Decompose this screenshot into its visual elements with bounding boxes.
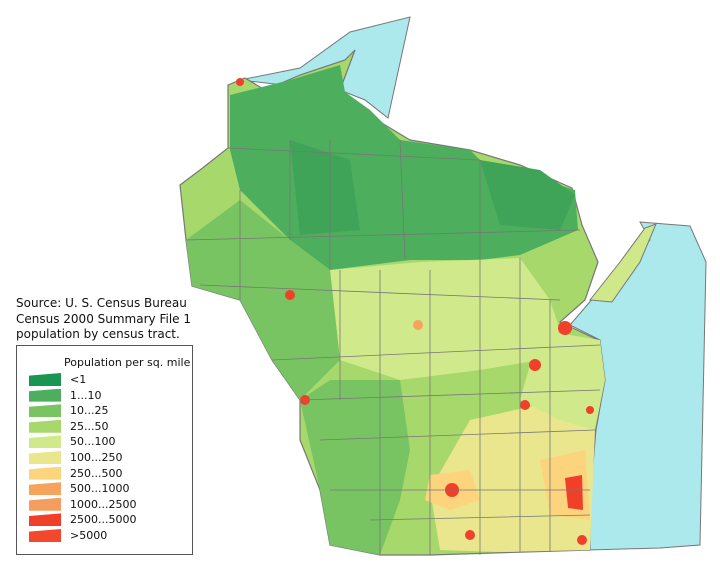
legend-item: 500...1000 [29,481,129,496]
legend-item: 1...10 [29,388,102,403]
legend-label: <1 [70,373,87,386]
legend-item: >5000 [29,528,107,543]
legend-label: 2500...5000 [70,513,137,527]
legend: Population per sq. mile <1 1...10 10...25 2… [16,345,193,555]
region-sheboygan [586,406,594,414]
region-west [186,200,340,400]
legend-swatch [29,373,61,386]
legend-label: 10...25 [70,404,109,418]
region-north-east [480,160,575,230]
legend-swatch [29,451,61,464]
source-line: Source: U. S. Census Bureau [16,296,187,310]
region-east [520,330,605,430]
legend-label: 50...100 [70,435,116,449]
legend-swatch [29,435,61,449]
region-wausau [413,320,423,330]
legend-label: 500...1000 [70,482,130,496]
legend-item: 2500...5000 [29,512,136,527]
region-central [330,258,560,380]
legend-item: 1000...2500 [29,497,136,512]
legend-item: 100...250 [29,450,122,465]
legend-label: >5000 [70,529,108,542]
region-appleton [529,359,541,371]
region-kenosha [577,535,587,545]
legend-swatch [29,497,61,511]
legend-swatch [29,388,61,402]
legend-item: <1 [29,372,86,387]
region-janesville [465,530,475,540]
legend-label: 250...500 [70,466,123,480]
region-superior [236,78,244,86]
region-north-darkest [290,140,360,235]
legend-swatch [29,513,61,527]
legend-swatch [29,529,61,542]
legend-swatch [29,482,61,496]
legend-item: 10...25 [29,403,108,418]
legend-swatch [29,419,61,433]
door-peninsula [589,223,657,303]
legend-label: 25...50 [70,419,109,433]
legend-label: 1...10 [70,388,102,402]
region-southwest [300,380,410,555]
legend-label: 100...250 [70,451,123,464]
legend-title: Population per sq. mile [64,356,191,369]
legend-label: 1000...2500 [70,497,137,511]
region-oshkosh [520,400,530,410]
source-note: Source: U. S. Census Bureau Census 2000 … [16,296,191,343]
legend-item: 50...100 [29,434,115,449]
region-green-bay [558,321,572,335]
legend-swatch [29,404,61,418]
source-line: Census 2000 Summary File 1 [16,311,191,326]
legend-item: 250...500 [29,466,122,481]
region-eau-claire [285,290,295,300]
legend-swatch [29,466,61,480]
source-line: population by census tract. [16,327,180,341]
county-borders [185,139,601,555]
region-milwaukee-core [565,475,583,510]
legend-item: 25...50 [29,419,108,434]
